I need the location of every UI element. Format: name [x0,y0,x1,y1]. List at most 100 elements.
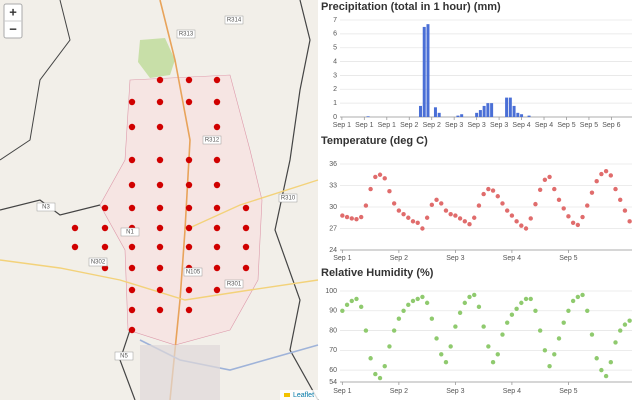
point [391,201,397,206]
point [373,174,378,180]
point [476,304,482,310]
y-tick-label: 27 [329,225,337,232]
map[interactable]: R314 R313 R312 N1 N3 R310 N105 R301 N302 N5 + − L… [0,0,319,400]
zoom-control: + − [3,3,23,39]
region [99,74,263,346]
station-marker [242,243,250,251]
y-tick-label: 100 [325,288,337,295]
point [363,328,369,333]
bar [418,105,422,117]
point [575,294,581,300]
zoom-in-button[interactable]: + [9,4,17,19]
x-tick-label: Sep 3 [445,122,463,129]
y-tick-label: 30 [329,204,337,211]
y-tick-label: 54 [329,379,337,386]
bar [520,114,524,117]
point [358,214,364,220]
point [528,216,533,221]
station-marker [101,224,109,232]
point [500,201,505,206]
x-tick-label: Sep 4 [503,255,521,262]
point [457,216,463,221]
point [599,171,604,177]
point [443,208,449,213]
x-tick-label: Sep 3 [446,255,464,262]
point [618,328,623,333]
x-tick-label: Sep 3 [446,388,464,395]
bar [478,110,482,117]
x-tick-label: Sep 5 [559,388,577,395]
point [377,375,383,381]
point [481,191,486,197]
zoom-out-button[interactable]: − [9,21,17,36]
station-marker [213,181,221,189]
y-tick-label: 4 [333,58,337,65]
station-marker [213,264,221,272]
bar [422,26,426,117]
point [382,363,387,369]
station-marker [213,204,221,212]
point [603,168,609,174]
x-tick-label: Sep 3 [467,122,485,129]
point [401,211,406,217]
point [453,213,458,218]
station-marker [128,243,136,251]
attribution-box [280,390,318,400]
road-label-box [278,193,298,203]
station-marker [156,204,164,212]
point [504,320,510,325]
bar [516,112,520,117]
bar [460,114,464,117]
x-tick-label: Sep 2 [400,122,418,129]
y-tick-label: 1 [333,100,337,107]
point [570,298,576,304]
bar [456,115,460,117]
point [542,348,548,353]
bar [437,112,441,117]
station-marker [156,264,164,272]
point [556,197,562,203]
station-marker [156,243,164,251]
road-label-box [202,135,222,145]
road [184,179,319,231]
station-marker [156,76,164,84]
road-label: R312 [205,138,220,144]
point [622,322,628,327]
road-label: N5 [120,354,128,360]
point [547,174,552,180]
bar [527,115,531,117]
point [429,316,435,321]
point [457,310,463,315]
point [618,197,623,203]
flag-icon [284,393,290,397]
road-label: R313 [179,32,194,38]
point [561,320,566,325]
station-marker [156,98,164,106]
point [401,308,406,313]
station-marker [185,98,193,106]
point [410,219,416,224]
point [566,308,571,313]
markers [71,76,250,334]
road-label-box [36,202,56,212]
road-label: R301 [227,282,242,288]
point [472,215,477,220]
attribution-link[interactable]: Leaflet [293,392,314,399]
y-tick-label: 60 [329,367,337,374]
road-label-box [183,267,203,277]
point [580,292,585,298]
point [462,219,468,224]
x-tick-label: Sep 4 [535,122,553,129]
station-marker [185,181,193,189]
point [561,206,566,211]
point [344,214,350,220]
point [354,296,359,302]
y-tick-label: 2 [333,86,337,93]
point [613,186,618,192]
road-label: N105 [186,270,201,276]
point [340,308,345,313]
point [387,189,392,194]
point [622,208,628,213]
point [415,296,420,302]
